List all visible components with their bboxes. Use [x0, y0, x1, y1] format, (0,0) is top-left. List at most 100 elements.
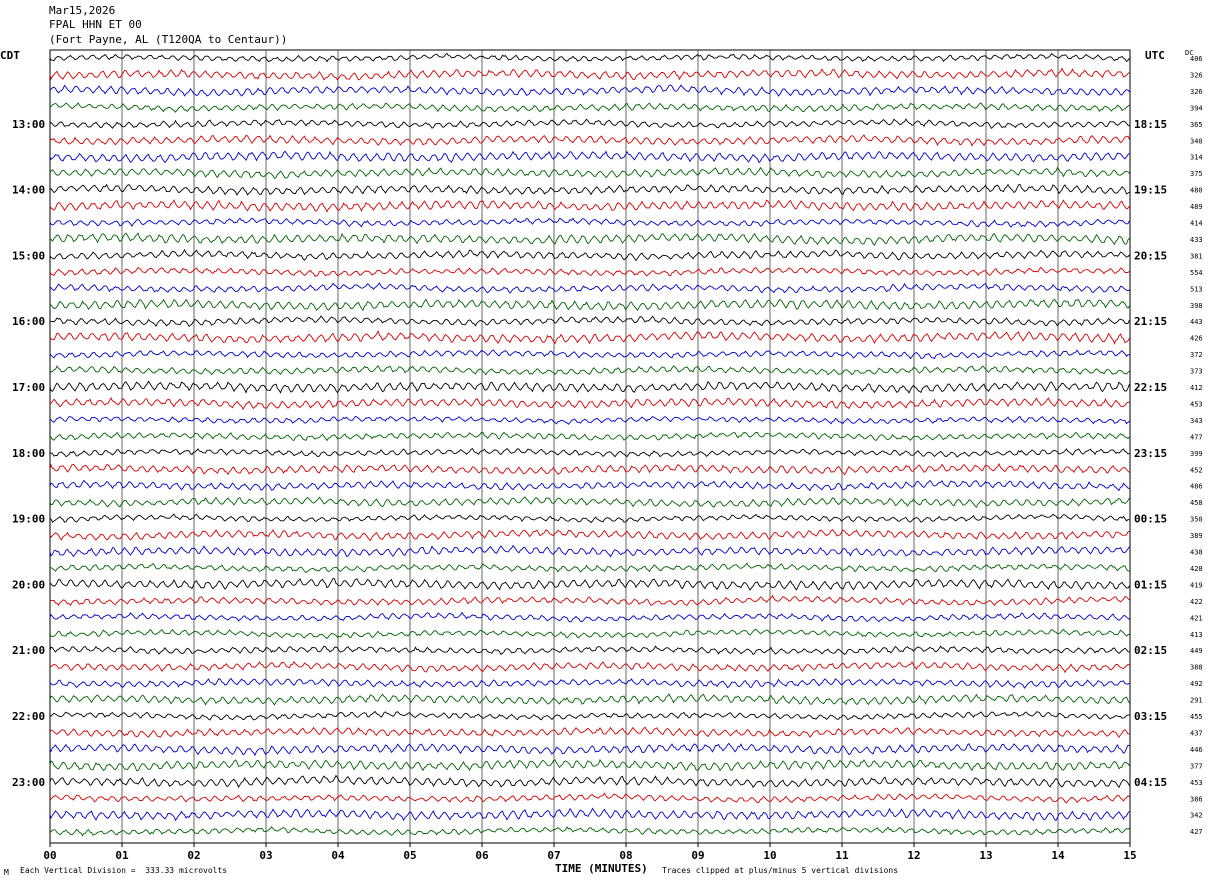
- seismic-trace: [49, 792, 1130, 804]
- dc-offset-label: 428: [1190, 565, 1203, 573]
- seismic-trace: [49, 315, 1130, 327]
- seismic-trace: [49, 462, 1130, 476]
- left-hour-label: 15:00: [12, 249, 45, 262]
- x-tick-label: 14: [1051, 849, 1065, 862]
- seismic-trace: [49, 594, 1130, 607]
- seismic-trace: [49, 826, 1130, 837]
- seismic-trace: [49, 199, 1130, 213]
- seismic-trace: [49, 479, 1130, 492]
- dc-offset-label: 414: [1190, 220, 1203, 228]
- seismic-trace: [49, 248, 1130, 262]
- left-hour-label: 16:00: [12, 315, 45, 328]
- dc-offset-label: 437: [1190, 729, 1203, 737]
- x-tick-label: 01: [115, 849, 129, 862]
- seismic-trace: [49, 431, 1130, 442]
- x-tick-label: 08: [619, 849, 632, 862]
- vertical-scale-note: Each Vertical Division = 333.33 microvol…: [20, 866, 228, 875]
- x-tick-label: 13: [979, 849, 992, 862]
- dc-offset-label: 340: [1190, 137, 1203, 145]
- right-hour-label: 01:15: [1134, 578, 1167, 591]
- dc-offset-label: 419: [1190, 581, 1203, 589]
- dc-offset-label: 326: [1190, 88, 1203, 96]
- seismic-trace: [49, 577, 1130, 591]
- dc-offset-label: 433: [1190, 236, 1203, 244]
- seismic-trace: [49, 742, 1130, 757]
- seismic-trace: [49, 150, 1130, 164]
- x-tick-label: 15: [1123, 849, 1136, 862]
- seismic-trace: [49, 447, 1130, 458]
- left-hour-label: 18:00: [12, 447, 45, 460]
- left-hour-label: 23:00: [12, 776, 45, 789]
- x-tick-label: 12: [907, 849, 920, 862]
- x-axis-title: TIME (MINUTES): [555, 862, 648, 875]
- dc-offset-label: 399: [1190, 450, 1203, 458]
- dc-offset-label: 480: [1190, 187, 1203, 195]
- seismic-trace: [49, 660, 1130, 674]
- right-timezone-label: UTC: [1145, 49, 1165, 62]
- dc-offset-header: DC: [1185, 49, 1194, 57]
- x-tick-label: 02: [187, 849, 200, 862]
- dc-offset-label: 372: [1190, 351, 1203, 359]
- left-hour-label: 19:00: [12, 513, 45, 526]
- seismic-trace: [49, 496, 1130, 508]
- seismic-trace: [49, 52, 1130, 63]
- station-location: (Fort Payne, AL (T120QA to Centaur)): [49, 33, 288, 46]
- seismic-trace: [49, 84, 1130, 97]
- dc-offset-label: 453: [1190, 400, 1203, 408]
- seismic-trace: [49, 397, 1130, 411]
- dc-offset-label: 422: [1190, 598, 1203, 606]
- seismic-trace: [49, 415, 1130, 425]
- seismic-trace: [49, 611, 1130, 623]
- seismic-trace: [49, 544, 1130, 558]
- left-hour-label: 17:00: [12, 381, 45, 394]
- footer-marker: M: [4, 868, 9, 877]
- seismic-trace: [49, 710, 1130, 721]
- seismic-trace: [49, 166, 1130, 180]
- seismic-trace: [49, 298, 1130, 312]
- x-tick-label: 00: [43, 849, 56, 862]
- seismic-trace: [49, 217, 1130, 228]
- dc-offset-label: 389: [1190, 532, 1203, 540]
- x-tick-label: 04: [331, 849, 345, 862]
- seismic-trace: [49, 232, 1130, 246]
- seismic-trace: [49, 774, 1130, 789]
- dc-offset-label: 373: [1190, 368, 1203, 376]
- x-tick-label: 06: [475, 849, 489, 862]
- seismic-trace: [49, 118, 1130, 130]
- dc-offset-label: 342: [1190, 812, 1203, 820]
- plot-date: Mar15,2026: [49, 4, 116, 17]
- right-hour-label: 00:15: [1134, 513, 1167, 526]
- dc-offset-label: 350: [1190, 516, 1203, 524]
- dc-offset-label: 443: [1190, 318, 1203, 326]
- seismic-trace: [49, 102, 1130, 113]
- station-code: FPAL HHN ET 00: [49, 18, 142, 31]
- seismic-trace: [49, 183, 1130, 196]
- seismic-trace: [49, 677, 1130, 689]
- dc-offset-label: 388: [1190, 664, 1203, 672]
- dc-offset-label: 398: [1190, 302, 1203, 310]
- seismic-trace: [49, 628, 1130, 640]
- dc-offset-label: 486: [1190, 483, 1203, 491]
- right-hour-label: 20:15: [1134, 249, 1167, 262]
- seismic-trace: [49, 67, 1130, 81]
- dc-offset-label: 413: [1190, 631, 1203, 639]
- seismic-trace: [49, 807, 1130, 822]
- dc-offset-label: 438: [1190, 549, 1203, 557]
- seismic-trace: [49, 282, 1130, 294]
- dc-offset-label: 458: [1190, 499, 1203, 507]
- right-hour-label: 23:15: [1134, 447, 1167, 460]
- dc-offset-label: 326: [1190, 71, 1203, 79]
- right-hour-label: 21:15: [1134, 315, 1167, 328]
- dc-offset-label: 343: [1190, 417, 1203, 425]
- dc-offset-label: 421: [1190, 614, 1203, 622]
- seismic-trace: [49, 330, 1130, 345]
- dc-offset-label: 489: [1190, 203, 1203, 211]
- seismic-trace: [49, 645, 1130, 656]
- left-hour-label: 21:00: [12, 644, 45, 657]
- dc-offset-label: 455: [1190, 713, 1203, 721]
- plot-frame: [49, 49, 1131, 844]
- dc-offset-label: 449: [1190, 647, 1203, 655]
- seismic-trace: [49, 380, 1130, 394]
- dc-offset-label: 492: [1190, 680, 1203, 688]
